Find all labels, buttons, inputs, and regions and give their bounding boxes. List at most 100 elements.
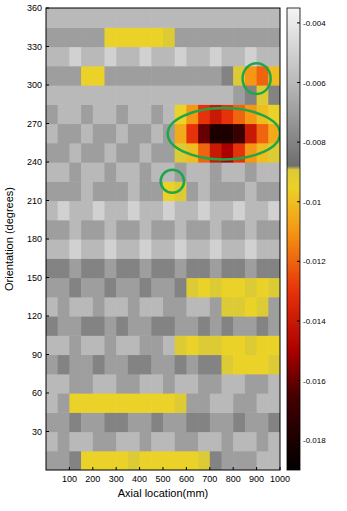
heatmap-cell: [58, 162, 70, 182]
heatmap-cell: [186, 297, 198, 317]
heatmap-cell: [186, 393, 198, 413]
heatmap-cell: [140, 432, 152, 452]
heatmap-cell: [151, 412, 163, 432]
y-tick-label: 210: [27, 196, 42, 206]
heatmap-cell: [128, 27, 140, 47]
heatmap-cell: [268, 278, 280, 298]
heatmap-cell: [163, 393, 175, 413]
heatmap-cell: [46, 201, 58, 221]
heatmap-cell: [210, 8, 222, 28]
heatmap-cell: [93, 278, 105, 298]
heatmap-cell: [116, 201, 128, 221]
x-tick-label: 100: [62, 474, 77, 484]
heatmap-cell: [151, 451, 163, 470]
heatmap-cell: [163, 201, 175, 221]
heatmap-cell: [116, 374, 128, 394]
heatmap-cell: [268, 393, 280, 413]
heatmap-cell: [233, 374, 245, 394]
heatmap-cell: [233, 335, 245, 355]
heatmap-cell: [128, 85, 140, 105]
heatmap-cell: [128, 297, 140, 317]
heatmap-cell: [198, 124, 210, 144]
heatmap-cell: [105, 316, 117, 336]
heatmap-cell: [140, 85, 152, 105]
heatmap-cell: [268, 8, 280, 28]
heatmap-cell: [140, 8, 152, 28]
colorbar-tick-label: -0.01: [303, 198, 322, 207]
heatmap-cell: [163, 335, 175, 355]
heatmap-cell: [151, 27, 163, 47]
heatmap-cell: [163, 85, 175, 105]
heatmap-cell: [140, 393, 152, 413]
y-tick: [46, 123, 49, 124]
x-tick-label: 1000: [270, 474, 290, 484]
chart: 1002003004005006007008009001000306090120…: [0, 0, 347, 511]
heatmap-cell: [46, 8, 58, 28]
heatmap-cell: [245, 297, 257, 317]
heatmap-cell: [93, 432, 105, 452]
heatmap-cell: [186, 335, 198, 355]
heatmap-cell: [105, 47, 117, 67]
heatmap-cell: [81, 451, 93, 470]
heatmap-cell: [210, 27, 222, 47]
heatmap-cell: [151, 355, 163, 375]
heatmap-cell: [128, 355, 140, 375]
heatmap-cell: [105, 335, 117, 355]
heatmap-cell: [245, 201, 257, 221]
x-tick-label: 800: [226, 474, 241, 484]
heatmap-cell: [69, 451, 81, 470]
heatmap-cell: [69, 66, 81, 86]
colorbar-tick: [297, 380, 300, 381]
heatmap-cell: [186, 162, 198, 182]
heatmap-cell: [58, 47, 70, 67]
heatmap-cell: [81, 27, 93, 47]
colorbar-tick: [297, 201, 300, 202]
heatmap-cell: [105, 258, 117, 278]
heatmap-cell: [46, 335, 58, 355]
heatmap-cell: [245, 278, 257, 298]
x-tick-label: 200: [85, 474, 100, 484]
heatmap-cell: [81, 432, 93, 452]
heatmap-cell: [222, 181, 234, 201]
heatmap-cell: [58, 85, 70, 105]
heatmap-cell: [128, 239, 140, 259]
y-tick: [46, 354, 49, 355]
heatmap-cell: [163, 258, 175, 278]
heatmap-cell: [268, 335, 280, 355]
heatmap-cell: [69, 27, 81, 47]
heatmap-cell: [233, 47, 245, 67]
heatmap-cell: [245, 143, 257, 163]
heatmap-cell: [140, 239, 152, 259]
heatmap-cell: [93, 297, 105, 317]
heatmap-cell: [175, 297, 187, 317]
heatmap-cell: [151, 393, 163, 413]
heatmap-cell: [46, 297, 58, 317]
colorbar-tick: [297, 440, 300, 441]
heatmap-cell: [46, 239, 58, 259]
heatmap-cell: [46, 258, 58, 278]
heatmap-cell: [198, 27, 210, 47]
heatmap-cell: [46, 316, 58, 336]
heatmap-cell: [222, 239, 234, 259]
heatmap-cell: [186, 201, 198, 221]
y-tick: [46, 431, 49, 432]
heatmap-cell: [233, 27, 245, 47]
heatmap-cell: [105, 278, 117, 298]
heatmap-cell: [93, 239, 105, 259]
x-axis-title: Axial location(mm): [118, 487, 208, 499]
heatmap-cell: [140, 412, 152, 432]
heatmap-cell: [46, 355, 58, 375]
heatmap-cell: [81, 220, 93, 240]
heatmap-cell: [268, 451, 280, 470]
x-tick: [256, 467, 257, 470]
heatmap-cell: [105, 181, 117, 201]
heatmap-cell: [105, 451, 117, 470]
colorbar-tick-label: -0.008: [303, 138, 326, 147]
heatmap-cell: [175, 27, 187, 47]
heatmap-cell: [257, 124, 269, 144]
heatmap-cell: [198, 47, 210, 67]
heatmap-cell: [128, 393, 140, 413]
heatmap-cells: [46, 8, 280, 470]
heatmap-cell: [93, 355, 105, 375]
heatmap-cell: [175, 432, 187, 452]
